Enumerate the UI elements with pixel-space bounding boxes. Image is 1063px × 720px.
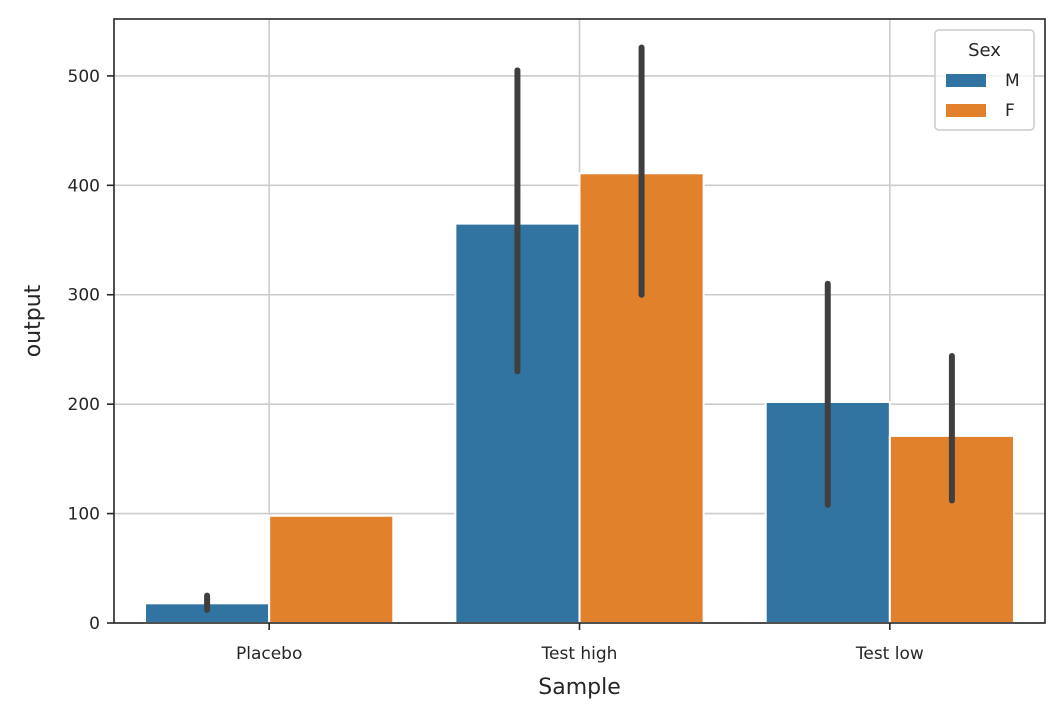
legend-swatch-M bbox=[946, 74, 986, 87]
legend-swatch-F bbox=[946, 104, 986, 117]
bar-F-placebo bbox=[268, 514, 395, 625]
x-axis-title: Sample bbox=[538, 675, 621, 700]
x-tick-label: Placebo bbox=[236, 644, 302, 664]
bars bbox=[144, 172, 1015, 625]
x-axis-ticks: Placebo Test high Test low bbox=[236, 623, 924, 664]
error-bars bbox=[204, 44, 955, 613]
y-axis-ticks: 0 100 200 300 400 500 bbox=[68, 67, 114, 634]
y-tick-label: 500 bbox=[68, 67, 100, 87]
legend-label-F: F bbox=[1005, 101, 1015, 121]
y-tick-label: 100 bbox=[68, 505, 100, 525]
y-tick-label: 400 bbox=[68, 176, 100, 196]
y-tick-label: 200 bbox=[68, 395, 100, 415]
legend-label-M: M bbox=[1005, 71, 1020, 91]
x-tick-label: Test high bbox=[541, 644, 618, 664]
y-axis-title: output bbox=[21, 284, 46, 357]
y-tick-label: 0 bbox=[89, 614, 100, 634]
legend-title: Sex bbox=[968, 40, 1001, 61]
x-tick-label: Test low bbox=[855, 644, 924, 664]
y-tick-label: 300 bbox=[68, 286, 100, 306]
